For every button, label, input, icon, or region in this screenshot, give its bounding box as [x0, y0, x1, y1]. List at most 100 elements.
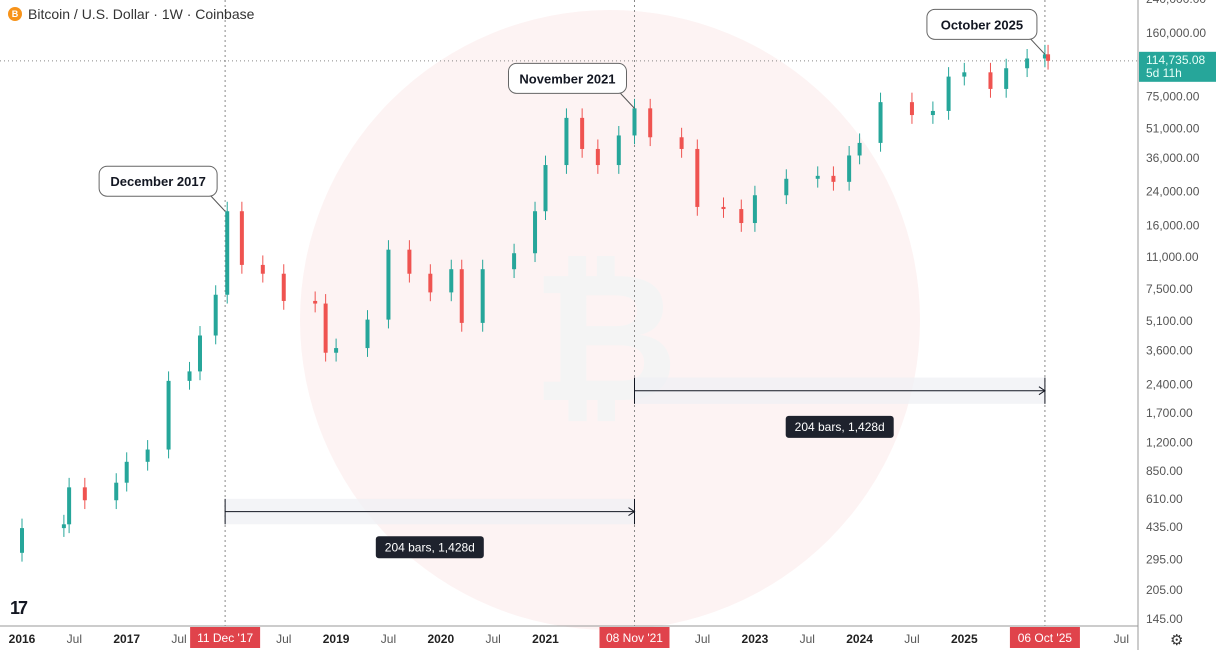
x-tick-label: 2023 — [742, 632, 769, 646]
candle-body — [1046, 54, 1051, 61]
candle-body — [428, 273, 433, 293]
y-tick-label: 240,000.00 — [1146, 0, 1206, 6]
candle-body — [124, 461, 129, 483]
candle-body — [480, 269, 485, 323]
y-tick-label: 36,000.00 — [1146, 151, 1200, 165]
callout-pointer — [210, 195, 226, 212]
y-tick-label: 5,100.00 — [1146, 314, 1193, 328]
date-marker-label: 11 Dec '17 — [197, 631, 253, 645]
y-tick-label: 75,000.00 — [1146, 89, 1200, 103]
bitcoin-icon: B — [8, 7, 22, 21]
y-tick-label: 1,700.00 — [1146, 406, 1193, 420]
candle-body — [166, 380, 171, 450]
y-tick-label: 145.00 — [1146, 612, 1183, 626]
y-tick-label: 1,200.00 — [1146, 435, 1193, 449]
y-tick-label: 850.00 — [1146, 464, 1183, 478]
x-tick-label: 2020 — [427, 632, 454, 646]
y-tick-label: 7,500.00 — [1146, 282, 1193, 296]
candle-body — [187, 371, 192, 381]
candle-body — [281, 273, 286, 301]
arrow-head-icon — [1038, 386, 1046, 396]
candle-body — [239, 211, 244, 265]
measure-label-box — [375, 536, 484, 559]
candle-body — [20, 528, 24, 553]
date-marker-label: 08 Nov '21 — [606, 631, 663, 645]
measure-label: 204 bars, 1,428d — [795, 420, 885, 434]
candle-body — [946, 76, 951, 111]
candle-body — [459, 269, 464, 323]
candle-body — [260, 264, 265, 274]
y-tick-label: 16,000.00 — [1146, 219, 1200, 233]
candle-body — [648, 108, 653, 138]
x-tick-label: 2024 — [846, 632, 873, 646]
y-tick-label: 11,000.00 — [1146, 250, 1199, 264]
callout-pointer — [620, 93, 635, 109]
y-tick-label: 51,000.00 — [1146, 122, 1200, 136]
current-price-badge — [1139, 51, 1216, 82]
bitcoin-watermark-icon: ₿ — [532, 238, 679, 439]
date-marker-badge — [599, 627, 670, 648]
candle-body — [365, 319, 370, 349]
x-tick-label: Jul — [485, 632, 500, 646]
candle-body — [334, 348, 339, 353]
candle-body — [313, 300, 318, 304]
chart-header: B Bitcoin / U.S. Dollar · 1W · Coinbase — [8, 6, 254, 22]
candle-body — [213, 294, 218, 336]
x-tick-label: Jul — [171, 632, 186, 646]
candle-body — [1004, 68, 1009, 89]
candle-body — [962, 72, 967, 77]
date-marker-badge — [190, 627, 261, 648]
measure-label: 204 bars, 1,428d — [385, 540, 475, 554]
x-tick-label: Jul — [67, 632, 82, 646]
x-tick-label: Jul — [800, 632, 815, 646]
x-tick-label: 2016 — [9, 632, 36, 646]
candle-body — [61, 524, 66, 529]
date-marker-badge — [1009, 627, 1080, 648]
candle-body — [197, 335, 202, 372]
y-tick-label: 160,000.00 — [1146, 26, 1206, 40]
x-tick-label: 2019 — [323, 632, 350, 646]
tradingview-logo: 17 — [10, 598, 28, 618]
candle-body — [988, 72, 993, 89]
candle-body — [739, 209, 744, 224]
candle-body — [225, 211, 230, 295]
y-tick-label: 610.00 — [1146, 492, 1183, 506]
x-tick-label: Jul — [1114, 632, 1129, 646]
candle-body — [512, 253, 517, 270]
callout-label: November 2021 — [519, 71, 615, 86]
candle-body — [632, 108, 637, 136]
x-tick-label: 2017 — [113, 632, 140, 646]
candle-body — [114, 482, 119, 501]
candle-body — [695, 148, 700, 207]
callout-box — [98, 165, 218, 197]
candle-body — [543, 165, 548, 212]
y-tick-label: 205.00 — [1146, 583, 1183, 597]
candle-body — [386, 249, 391, 320]
candle-body — [407, 249, 412, 274]
candle-body — [595, 148, 600, 166]
y-tick-label: 2,400.00 — [1146, 377, 1193, 391]
y-tick-label: 3,600.00 — [1146, 343, 1193, 357]
callout-label: October 2025 — [941, 17, 1023, 32]
candle-body — [323, 303, 328, 353]
candle-body — [847, 155, 852, 182]
x-tick-label: Jul — [904, 632, 919, 646]
candle-body — [815, 175, 820, 179]
candle-body — [580, 117, 585, 149]
candle-body — [909, 102, 914, 116]
candle-body — [784, 178, 789, 196]
candle-body — [616, 135, 621, 166]
gear-icon[interactable]: ⚙ — [1170, 632, 1184, 649]
callout-box — [926, 8, 1038, 40]
x-tick-label: Jul — [695, 632, 710, 646]
candle-body — [564, 117, 569, 166]
candle-body — [721, 206, 726, 210]
candle-body — [145, 449, 150, 462]
x-tick-label: 2025 — [951, 632, 978, 646]
candle-body — [857, 142, 862, 156]
candle-body — [533, 211, 538, 254]
candle-body — [930, 110, 935, 116]
callout-pointer — [1030, 38, 1046, 55]
candle-body — [82, 487, 87, 501]
